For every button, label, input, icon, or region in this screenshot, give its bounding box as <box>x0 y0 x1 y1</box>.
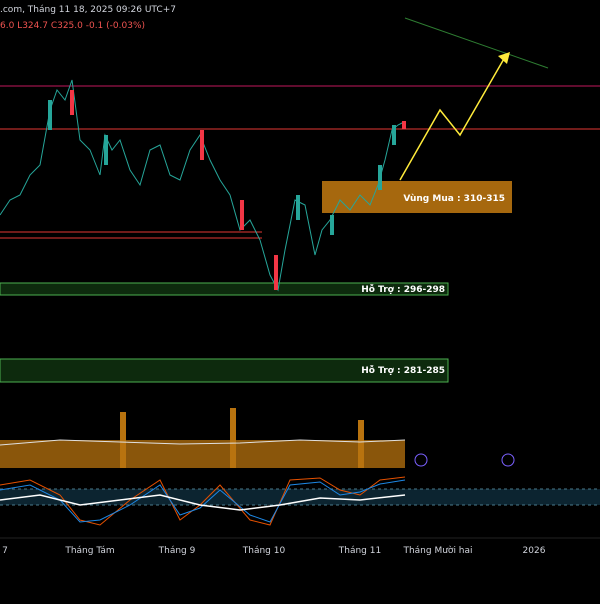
oscillator-d <box>0 479 406 523</box>
volume <box>0 408 406 468</box>
oscillator-band <box>0 489 600 505</box>
time-label: Tháng Tám <box>64 546 114 556</box>
candle <box>392 125 396 145</box>
candle <box>402 121 406 129</box>
candle <box>274 255 278 290</box>
header-quote: 6.0 L324.7 C325.0 -0.1 (-0.03%) <box>0 21 145 31</box>
zone-label: Vùng Mua : 310-315 <box>403 194 505 204</box>
price-path <box>0 79 405 292</box>
arrow-head <box>498 52 510 64</box>
trend-line <box>404 17 549 69</box>
oscillator-k <box>0 476 406 526</box>
candle <box>296 195 300 220</box>
zone-label: Hỗ Trợ : 296-298 <box>361 284 445 295</box>
candle <box>104 135 108 165</box>
candles <box>0 79 406 292</box>
support-zone <box>0 282 449 296</box>
candle <box>200 130 204 160</box>
marker <box>414 453 428 467</box>
zone-label: Hỗ Trợ : 281-285 <box>361 365 445 376</box>
candle <box>48 100 52 130</box>
time-label: Tháng 10 <box>242 546 286 556</box>
volume-bar <box>358 420 364 468</box>
projection <box>399 56 506 181</box>
candle <box>70 90 74 115</box>
header-source: .com, Tháng 11 18, 2025 09:26 UTC+7 <box>0 5 176 15</box>
volume-ma <box>0 439 406 446</box>
buy-zone <box>322 181 512 213</box>
candle <box>378 165 382 190</box>
candle <box>330 215 334 235</box>
oscillator-line <box>0 494 406 511</box>
support-zone <box>0 358 449 383</box>
candle <box>240 200 244 230</box>
time-label: Tháng 9 <box>158 546 196 556</box>
time-label: 7 <box>2 546 8 556</box>
time-label: Tháng 11 <box>338 546 381 556</box>
time-label: Tháng Mười hai <box>402 545 472 556</box>
marker <box>501 453 515 467</box>
volume-bar <box>120 412 126 468</box>
volume-bars <box>0 440 405 468</box>
volume-bar <box>230 408 236 468</box>
time-label: 2026 <box>523 546 546 556</box>
